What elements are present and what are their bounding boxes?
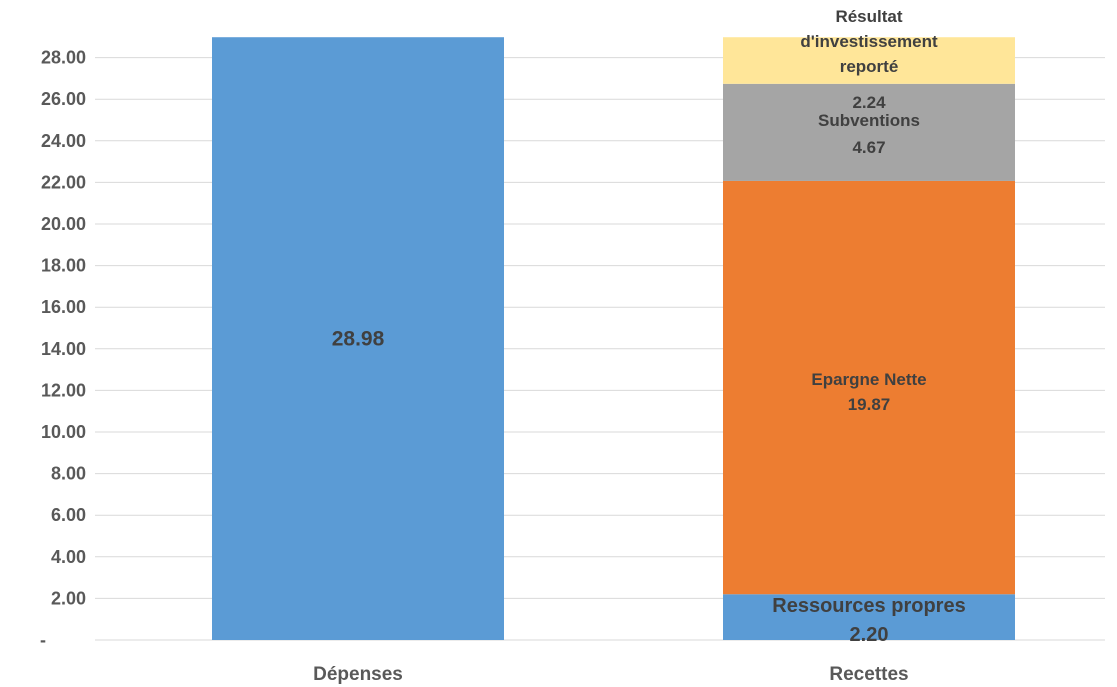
y-tick-label: 28.00 bbox=[41, 48, 86, 68]
y-tick-label: 8.00 bbox=[51, 464, 86, 484]
y-tick-label: 18.00 bbox=[41, 256, 86, 276]
data-label-value: 2.24 bbox=[852, 93, 886, 112]
y-tick-label: 14.00 bbox=[41, 339, 86, 359]
x-category-label: Dépenses bbox=[313, 664, 403, 685]
bar-epargne-nette bbox=[723, 180, 1015, 595]
y-tick-label: 6.00 bbox=[51, 505, 86, 525]
data-label-name: Epargne Nette bbox=[811, 370, 926, 389]
y-tick-label: 12.00 bbox=[41, 380, 86, 400]
y-axis-ticks: - 2.00 4.00 6.00 8.00 10.00 12.00 14.00 16.00 18.… bbox=[40, 48, 86, 650]
y-tick-label: 4.00 bbox=[51, 547, 86, 567]
data-label-value: 2.20 bbox=[850, 624, 889, 646]
y-tick-label: 10.00 bbox=[41, 422, 86, 442]
y-tick-label: 20.00 bbox=[41, 214, 86, 234]
y-tick-label: 16.00 bbox=[41, 297, 86, 317]
x-axis-categories: Dépenses Recettes bbox=[313, 664, 909, 685]
x-category-label: Recettes bbox=[829, 664, 908, 685]
data-label-value: 28.98 bbox=[332, 328, 385, 351]
bar-resultat-d-investissement-reporte bbox=[723, 37, 1015, 84]
y-tick-label: 22.00 bbox=[41, 172, 86, 192]
data-label-name: d'investissement bbox=[800, 32, 938, 51]
data-label-name: Résultat bbox=[835, 7, 902, 26]
y-tick-label: 26.00 bbox=[41, 89, 86, 109]
bar-subventions bbox=[723, 83, 1015, 181]
data-label-name: Subventions bbox=[818, 111, 920, 130]
data-label-value: 4.67 bbox=[852, 138, 885, 157]
bar-depenses bbox=[212, 37, 504, 640]
y-tick-label: 24.00 bbox=[41, 131, 86, 151]
data-labels: 28.98 Ressources propres 2.20 Epargne Nette… bbox=[332, 7, 966, 646]
y-tick-label: - bbox=[40, 630, 46, 650]
data-label-name: Ressources propres bbox=[772, 595, 965, 617]
data-label-name: reporté bbox=[840, 57, 899, 76]
bar-ressources-propres bbox=[723, 594, 1015, 640]
data-label-value: 19.87 bbox=[848, 395, 891, 414]
bars bbox=[212, 37, 1015, 640]
y-tick-label: 2.00 bbox=[51, 588, 86, 608]
